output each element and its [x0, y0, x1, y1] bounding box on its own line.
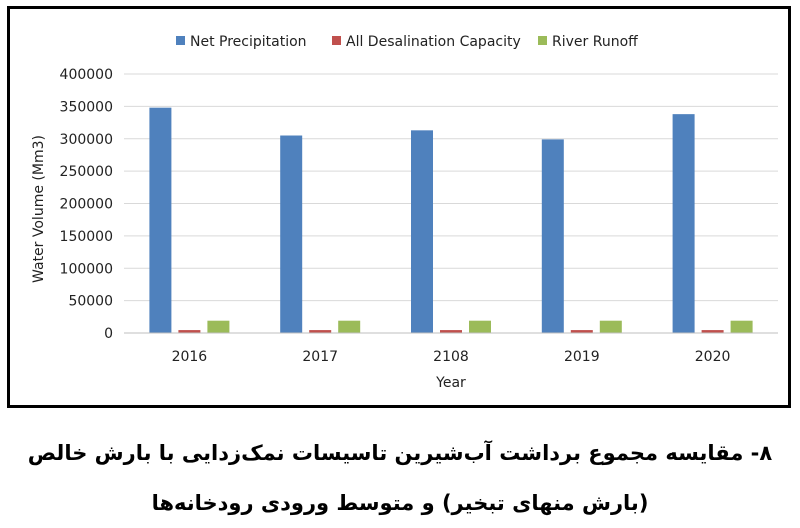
y-tick-label: 50000: [68, 294, 113, 310]
chart-frame: 0 50000 100000 150000 200000 250000 300000 3500…: [7, 6, 791, 408]
y-tick-label: 250000: [60, 164, 113, 180]
bar-net-precipitation-2020: [672, 114, 695, 334]
legend-swatch: [176, 36, 185, 45]
bar-river-runoff-2019: [599, 320, 622, 333]
bar-all-desalination-capacity-2017: [309, 330, 332, 333]
bar-net-precipitation-2016: [149, 107, 172, 333]
bar-net-precipitation-2017: [280, 135, 303, 333]
y-axis-title: Water Volume (Mm3): [31, 135, 47, 283]
y-tick-label: 150000: [60, 229, 113, 245]
x-tick-label: 2016: [172, 349, 208, 365]
bar-river-runoff-2016: [207, 320, 230, 333]
bar-all-desalination-capacity-2016: [178, 330, 201, 333]
bar-all-desalination-capacity-2019: [570, 330, 593, 333]
bar-net-precipitation-2019: [541, 139, 564, 333]
legend-label: River Runoff: [552, 34, 638, 50]
x-tick-label: 2020: [695, 349, 731, 365]
legend-swatch: [538, 36, 547, 45]
y-tick-label: 0: [104, 326, 113, 342]
bar-river-runoff-2108: [469, 320, 491, 333]
x-tick-label: 2108: [433, 349, 469, 365]
bar-all-desalination-capacity-2020: [701, 330, 724, 333]
bar-net-precipitation-2108: [411, 130, 433, 333]
y-tick-label: 350000: [60, 99, 113, 115]
x-tick-label: 2017: [302, 349, 338, 365]
y-tick-label: 300000: [60, 132, 113, 148]
legend-label: All Desalination Capacity: [346, 34, 521, 50]
x-tick-label: 2019: [564, 349, 600, 365]
bar-river-runoff-2017: [338, 320, 361, 333]
bar-river-runoff-2020: [730, 320, 753, 333]
legend-label: Net Precipitation: [190, 34, 307, 50]
x-axis-title: Year: [435, 375, 466, 391]
figure-caption: ۸- مقایسه مجموع برداشت آب‌شیرین تاسیسات …: [27, 441, 773, 515]
y-tick-label: 100000: [60, 261, 113, 277]
y-tick-label: 200000: [60, 197, 113, 213]
bar-all-desalination-capacity-2108: [440, 330, 462, 333]
legend-swatch: [332, 36, 341, 45]
y-tick-label: 400000: [60, 67, 113, 83]
bar-chart: 0 50000 100000 150000 200000 250000 300000 3500…: [31, 34, 778, 391]
